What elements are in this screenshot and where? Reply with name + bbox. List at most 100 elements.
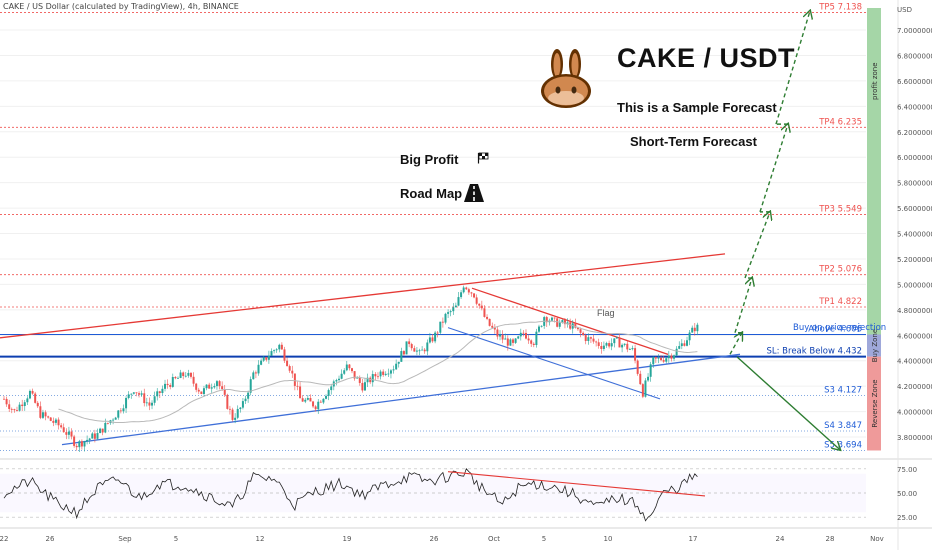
candle-body — [283, 349, 286, 361]
candle — [309, 394, 312, 402]
candle-body — [270, 351, 273, 356]
candle — [670, 353, 673, 362]
candle-body — [93, 433, 96, 439]
candle — [106, 422, 109, 425]
profit-zone-label: profit zone — [871, 62, 879, 100]
candle-body — [389, 370, 392, 374]
candle — [169, 383, 172, 390]
candle-body — [348, 364, 351, 369]
candle-body — [231, 409, 234, 420]
candle — [130, 393, 133, 399]
candle — [480, 300, 483, 311]
candle — [540, 325, 543, 328]
candle — [558, 319, 561, 329]
candle — [200, 391, 203, 395]
candle-body — [623, 343, 626, 345]
candle-body — [504, 338, 507, 340]
candle — [166, 379, 169, 389]
candle-body — [249, 379, 252, 393]
candle-body — [478, 303, 481, 306]
candle — [158, 390, 161, 398]
date-tick-label: 26 — [430, 535, 439, 543]
candle-body — [117, 410, 120, 418]
candle-body — [21, 404, 24, 407]
candle — [249, 376, 252, 396]
candle-body — [418, 350, 421, 352]
candle-body — [208, 384, 211, 389]
candle-body — [602, 345, 605, 349]
candle-body — [561, 320, 564, 323]
price-tick-label: 3.8000000 — [897, 434, 932, 442]
candle-body — [351, 368, 353, 372]
candle-body — [421, 349, 424, 351]
candle — [189, 372, 192, 379]
price-tick-label: 6.2000000 — [897, 129, 932, 137]
level-label-tp1: TP1 4.822 — [818, 297, 862, 307]
candle-body — [70, 431, 73, 437]
candle-body — [499, 334, 502, 337]
candle-body — [112, 419, 115, 421]
candle — [122, 404, 125, 414]
candle — [112, 418, 115, 425]
level-label-tp2: TP2 5.076 — [818, 265, 862, 275]
candle — [501, 330, 504, 344]
candle-body — [473, 293, 476, 298]
candle — [18, 402, 21, 412]
candle — [138, 391, 141, 398]
candle-body — [280, 344, 283, 350]
candle — [421, 346, 424, 351]
candle-body — [660, 357, 663, 361]
candle-body — [452, 307, 455, 312]
candle-body — [496, 329, 499, 337]
candle — [273, 349, 276, 354]
candle — [623, 343, 626, 347]
candle — [452, 303, 455, 315]
candle — [156, 388, 159, 401]
candle-body — [379, 371, 382, 377]
candle-body — [595, 341, 598, 343]
candle-body — [480, 305, 483, 309]
candle-body — [512, 339, 515, 343]
candle-body — [402, 351, 405, 355]
price-tick-label: 6.8000000 — [897, 52, 932, 60]
cake-logo-icon — [541, 49, 591, 108]
candle — [135, 392, 138, 397]
candle-body — [506, 338, 509, 346]
candle — [101, 428, 104, 436]
candle-body — [587, 337, 590, 341]
candle — [257, 360, 260, 376]
candle — [210, 383, 213, 393]
candle-body — [384, 373, 387, 375]
candle — [470, 291, 473, 297]
candle — [447, 309, 450, 318]
candle — [405, 341, 408, 355]
candle — [686, 336, 689, 347]
candle — [499, 330, 502, 341]
candle-body — [36, 402, 39, 407]
candle — [615, 336, 618, 340]
candle-body — [361, 382, 364, 391]
candle-body — [608, 343, 611, 347]
candle-body — [535, 331, 538, 345]
candle — [413, 345, 416, 352]
candle-body — [327, 390, 330, 396]
candle — [296, 381, 299, 391]
candle — [148, 397, 151, 411]
candle — [483, 305, 486, 318]
candle — [10, 407, 13, 414]
candle — [125, 396, 128, 414]
candle — [415, 346, 418, 356]
price-tick-label: 4.4000000 — [897, 358, 932, 366]
candle — [589, 336, 592, 343]
candle — [57, 417, 60, 430]
candle — [241, 397, 244, 410]
candle-body — [260, 360, 263, 365]
candle — [628, 347, 631, 350]
candle-body — [322, 398, 325, 403]
candle-body — [54, 419, 57, 423]
candle — [522, 330, 525, 337]
candle — [213, 383, 216, 389]
candle-body — [41, 412, 44, 418]
candle-body — [530, 340, 533, 344]
